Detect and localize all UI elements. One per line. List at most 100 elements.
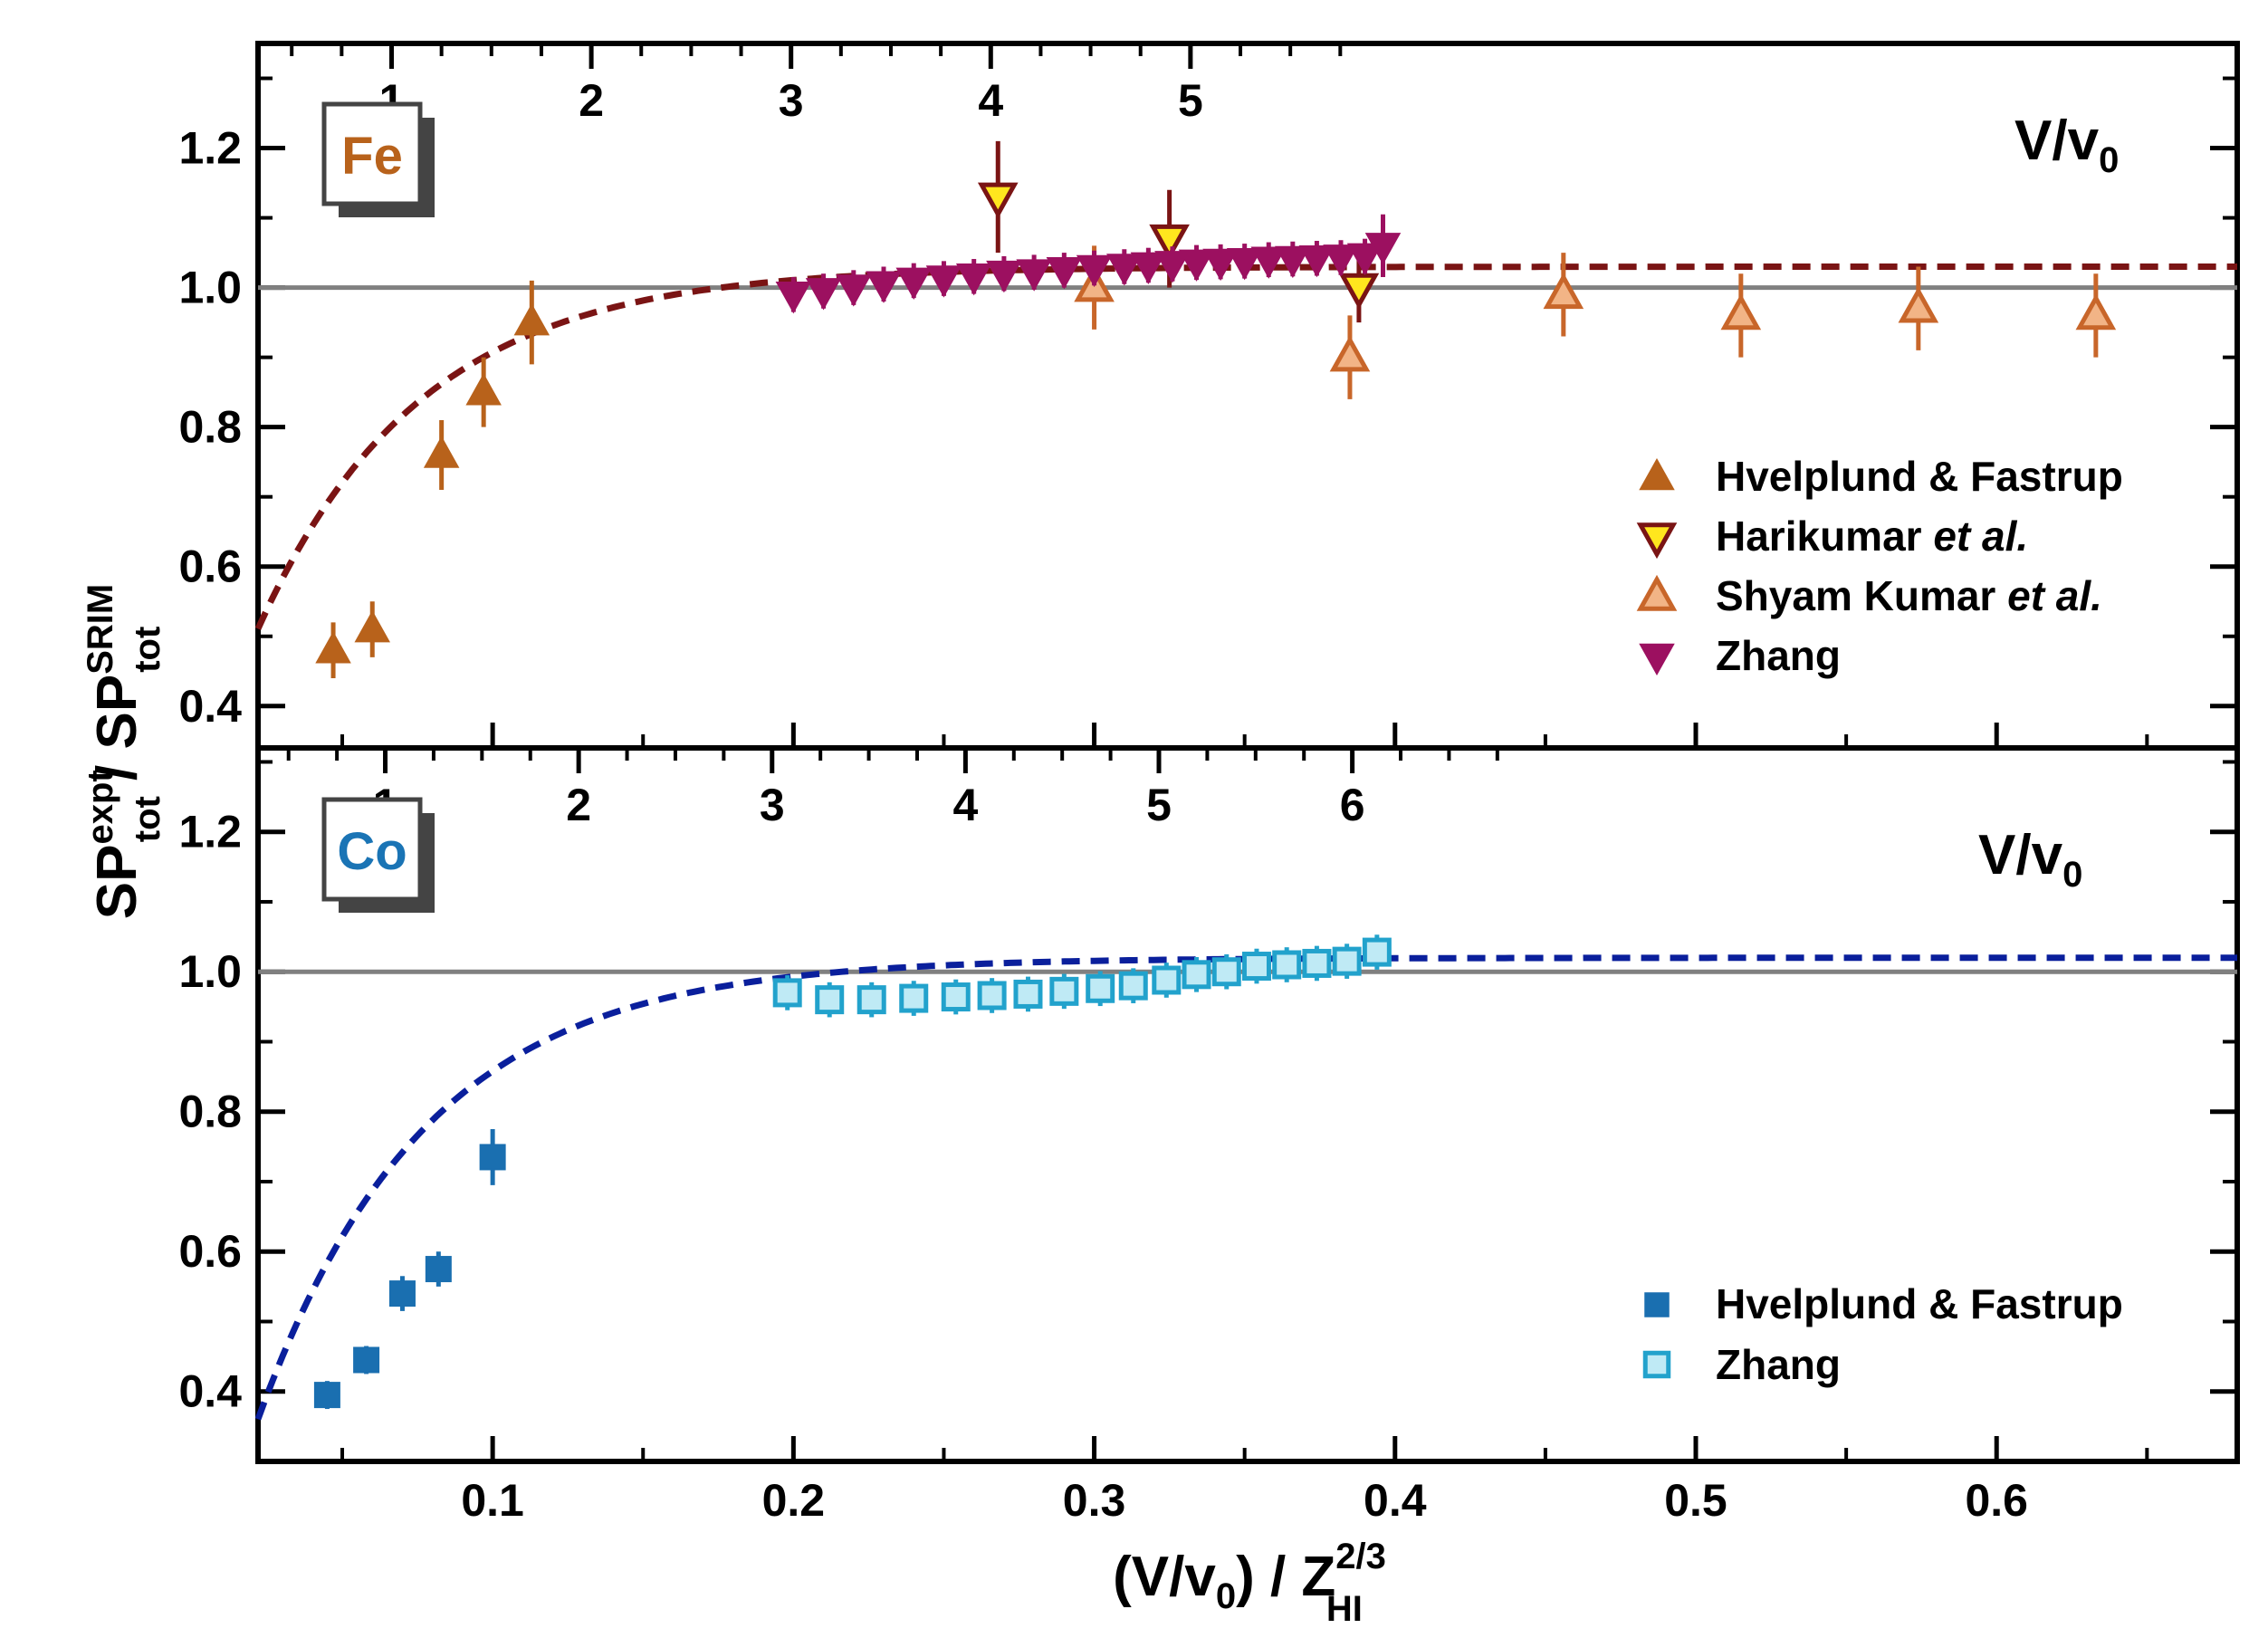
- x-tick-label: 0.4: [1364, 1475, 1427, 1526]
- co-legend-item-1: Zhang: [1716, 1341, 1841, 1388]
- fe-ytick-label: 1.2: [178, 123, 242, 174]
- co-vv-sub: 0: [2062, 855, 2082, 895]
- fe-badge: Fe: [321, 101, 435, 217]
- co-series-zhang-point: [1182, 960, 1211, 990]
- panel-co: 0.40.60.81.01.20.10.20.30.40.50.6123456 …: [178, 745, 2240, 1526]
- fe-series-zhang-point: [1226, 248, 1263, 281]
- fe-series-shyam-kumar-point: [1720, 293, 1762, 330]
- co-ytick-label: 0.4: [178, 1366, 242, 1417]
- fe-series-zhang-point: [1178, 249, 1215, 282]
- co-series-hvelplund-fastrup-point: [313, 1382, 340, 1409]
- co-series-zhang-point: [772, 978, 802, 1008]
- fe-series-shyam-kumar-point: [1898, 286, 1939, 323]
- x-label-sup: 2/3: [1335, 1537, 1386, 1576]
- fe-series-zhang-point: [1076, 254, 1113, 288]
- co-series-zhang-point: [856, 985, 886, 1015]
- x-tick-label: 0.5: [1664, 1475, 1727, 1526]
- co-series-zhang-point: [815, 985, 845, 1015]
- fe-secondary-tick-label: 4: [978, 75, 1003, 126]
- fe-ytick-label: 0.4: [178, 681, 242, 732]
- fe-series-zhang-point: [1364, 233, 1402, 265]
- x-label-sub: HI: [1326, 1589, 1363, 1629]
- co-series-hvelplund-fastrup-point: [479, 1144, 506, 1171]
- fe-secondary-tick-label: 2: [579, 75, 604, 126]
- fe-legend-item-1: Harikumar et al.: [1716, 512, 2028, 560]
- co-series-zhang-point: [1049, 976, 1079, 1006]
- fe-series-zhang-point: [1250, 246, 1287, 279]
- co-series-zhang-point: [1302, 948, 1332, 978]
- fe-series-harikumar-point: [977, 182, 1019, 219]
- fe-secondary-tick-label: 3: [779, 75, 804, 126]
- co-series-hvelplund-fastrup-point: [425, 1256, 452, 1283]
- co-series-zhang-point: [977, 981, 1007, 1011]
- fe-vv-sub: 0: [2099, 140, 2119, 180]
- panel-fe: 0.40.60.81.01.21 2 3 4 5 Fe V/v0 Hvelplund &…: [178, 41, 2240, 751]
- co-ytick-label: 0.8: [178, 1087, 242, 1137]
- fe-secondary-tick-label: 5: [1178, 75, 1203, 126]
- x-label-mid: ) / Z: [1236, 1546, 1335, 1608]
- fe-legend-item-0: Hvelplund & Fastrup: [1716, 453, 2123, 500]
- y-label-sub-tot: tot: [128, 796, 167, 842]
- fe-series-zhang-point: [955, 263, 992, 296]
- fe-series-hvelplund-fastrup-point: [423, 436, 460, 468]
- co-legend: Hvelplund & Fastrup Zhang: [1642, 1280, 2123, 1388]
- co-badge: Co: [321, 797, 435, 913]
- fe-secondary-axis-label: V/v0: [2014, 110, 2119, 180]
- co-ytick-label: 1.0: [178, 946, 242, 997]
- fe-ytick-label: 0.6: [178, 541, 242, 592]
- fe-legend-marker-3: [1639, 643, 1675, 676]
- fe-series-zhang-point: [1298, 244, 1335, 278]
- fe-series-zhang-point: [1154, 251, 1191, 283]
- x-tick-label: 0.3: [1063, 1475, 1126, 1526]
- fe-series-zhang-point: [1202, 248, 1239, 282]
- co-secondary-tick-label: 5: [1146, 780, 1172, 830]
- y-label-sup-expt: expt: [81, 770, 120, 844]
- co-series-zhang-point: [1152, 965, 1182, 995]
- co-series-zhang-point: [1211, 957, 1241, 987]
- fe-legend: Hvelplund & Fastrup Harikumar et al. Shy…: [1636, 453, 2123, 679]
- co-series-zhang-point: [1241, 952, 1271, 982]
- fe-series-shyam-kumar-point: [2075, 293, 2117, 330]
- co-legend-marker-0: [1644, 1292, 1670, 1317]
- co-series-zhang-point: [1118, 971, 1148, 1001]
- fe-series-zhang-point: [1046, 257, 1083, 290]
- fe-series-zhang-point: [866, 271, 902, 303]
- fe-series-hvelplund-fastrup-point: [465, 373, 502, 406]
- fe-series-zhang-point: [986, 260, 1022, 293]
- co-ytick-label: 0.6: [178, 1226, 242, 1277]
- fe-series-zhang-point: [775, 282, 812, 314]
- panel-fe-grid: 0.40.60.81.01.21 2 3 4 5: [178, 43, 2237, 748]
- co-secondary-tick-label: 2: [566, 780, 591, 830]
- fe-legend-item-2: Shyam Kumar et al.: [1716, 572, 2102, 619]
- co-secondary-axis-label: V/v0: [1978, 824, 2082, 895]
- fe-series-zhang-point: [1016, 259, 1052, 292]
- fe-series-harikumar-point: [1338, 273, 1380, 310]
- x-tick-label: 0.1: [461, 1475, 524, 1526]
- fe-legend-marker-0: [1639, 457, 1675, 491]
- fe-legend-marker-1: [1636, 522, 1678, 560]
- panel-fe-frame: [255, 41, 2240, 751]
- x-axis-label: (V/v0) / Z2/3 HI: [1113, 1537, 1386, 1629]
- co-series-zhang-point: [899, 983, 929, 1013]
- fe-legend-marker-2: [1636, 574, 1678, 611]
- panel-co-frame: [255, 745, 2240, 1464]
- co-series-zhang-point: [1086, 973, 1115, 1003]
- co-series-hvelplund-fastrup-point: [353, 1346, 380, 1374]
- co-ytick-label: 1.2: [178, 807, 242, 857]
- fe-series-zhang-point: [805, 278, 842, 311]
- fe-series-shyam-kumar-point: [1329, 335, 1371, 372]
- fe-series-zhang-point: [1346, 243, 1383, 275]
- co-legend-item-0: Hvelplund & Fastrup: [1716, 1280, 2123, 1327]
- y-label-sub-tot2: tot: [128, 627, 167, 673]
- x-label-sub0: 0: [1216, 1576, 1236, 1616]
- fe-ytick-label: 1.0: [178, 263, 242, 313]
- co-series-zhang-point: [1272, 950, 1302, 980]
- fe-series-zhang-point: [1130, 252, 1167, 285]
- fe-series-hvelplund-fastrup-point: [513, 303, 550, 336]
- fe-series-zhang-point: [1106, 254, 1143, 286]
- co-series-zhang-point: [941, 982, 971, 1012]
- x-tick-label: 0.2: [762, 1475, 826, 1526]
- panel-co-grid: 0.40.60.81.01.20.10.20.30.40.50.6123456: [178, 748, 2237, 1526]
- x-label-main: (V/v: [1113, 1546, 1216, 1608]
- co-series-zhang-point: [1332, 946, 1362, 976]
